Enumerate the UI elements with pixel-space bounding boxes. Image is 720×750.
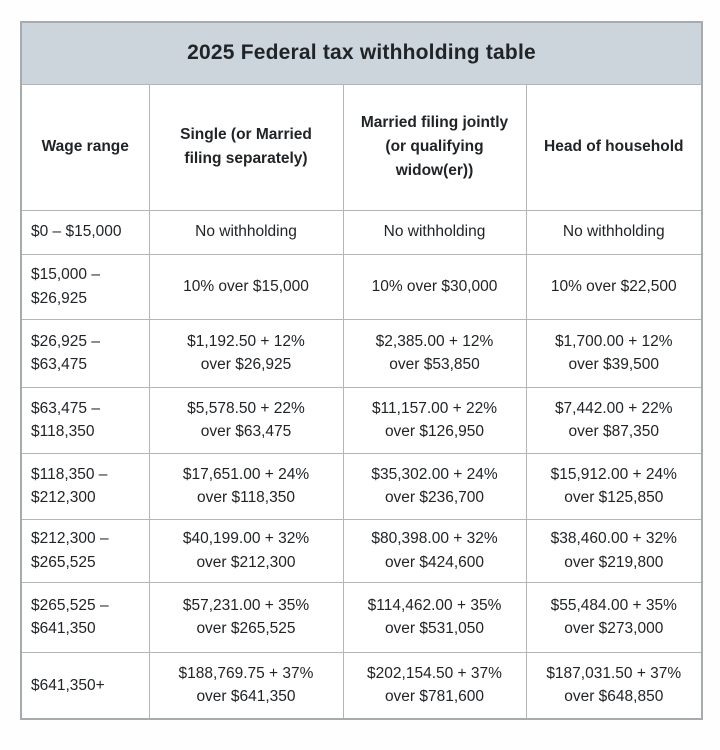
column-header-married-filing-jointly: Married filing jointly (or qualifying wi… <box>342 83 527 211</box>
head-of-household-cell: $55,484.00 + 35% over $273,000 <box>525 581 703 653</box>
single-cell: $17,651.00 + 24% over $118,350 <box>148 452 344 520</box>
head-of-household-cell: $7,442.00 + 22% over $87,350 <box>525 386 703 454</box>
table-row: $265,525 – $641,350 $57,231.00 + 35% ove… <box>20 581 703 653</box>
married-jointly-cell: $202,154.50 + 37% over $781,600 <box>342 651 527 720</box>
table-row: $641,350+ $188,769.75 + 37% over $641,35… <box>20 651 703 720</box>
married-jointly-cell: $35,302.00 + 24% over $236,700 <box>342 452 527 520</box>
column-header-head-of-household: Head of household <box>525 83 703 211</box>
married-jointly-cell: $11,157.00 + 22% over $126,950 <box>342 386 527 454</box>
table-title-row: 2025 Federal tax withholding table <box>20 21 703 85</box>
head-of-household-cell: $38,460.00 + 32% over $219,800 <box>525 518 703 583</box>
wage-range-cell: $0 – $15,000 <box>20 209 150 255</box>
wage-range-cell: $212,300 – $265,525 <box>20 518 150 583</box>
wage-range-cell: $265,525 – $641,350 <box>20 581 150 653</box>
head-of-household-cell: $15,912.00 + 24% over $125,850 <box>525 452 703 520</box>
married-jointly-cell: $80,398.00 + 32% over $424,600 <box>342 518 527 583</box>
column-header-single: Single (or Married filing separately) <box>148 83 344 211</box>
table-row: $63,475 – $118,350 $5,578.50 + 22% over … <box>20 386 703 454</box>
wage-range-cell: $63,475 – $118,350 <box>20 386 150 454</box>
married-jointly-cell: $114,462.00 + 35% over $531,050 <box>342 581 527 653</box>
wage-range-cell: $641,350+ <box>20 651 150 720</box>
table-row: $118,350 – $212,300 $17,651.00 + 24% ove… <box>20 452 703 520</box>
head-of-household-cell: $1,700.00 + 12% over $39,500 <box>525 318 703 388</box>
single-cell: $5,578.50 + 22% over $63,475 <box>148 386 344 454</box>
table-row: $0 – $15,000 No withholding No withholdi… <box>20 209 703 255</box>
federal-tax-withholding-table: 2025 Federal tax withholding table Wage … <box>20 21 704 720</box>
single-cell: No withholding <box>148 209 344 255</box>
head-of-household-cell: No withholding <box>525 209 703 255</box>
single-cell: $188,769.75 + 37% over $641,350 <box>148 651 344 720</box>
wage-range-cell: $15,000 – $26,925 <box>20 253 150 320</box>
table-row: $15,000 – $26,925 10% over $15,000 10% o… <box>20 253 703 320</box>
married-jointly-cell: 10% over $30,000 <box>342 253 527 320</box>
married-jointly-cell: No withholding <box>342 209 527 255</box>
table-row: $212,300 – $265,525 $40,199.00 + 32% ove… <box>20 518 703 583</box>
single-cell: 10% over $15,000 <box>148 253 344 320</box>
single-cell: $40,199.00 + 32% over $212,300 <box>148 518 344 583</box>
single-cell: $57,231.00 + 35% over $265,525 <box>148 581 344 653</box>
table-row: $26,925 – $63,475 $1,192.50 + 12% over $… <box>20 318 703 388</box>
head-of-household-cell: $187,031.50 + 37% over $648,850 <box>525 651 703 720</box>
married-jointly-cell: $2,385.00 + 12% over $53,850 <box>342 318 527 388</box>
table-header-row: Wage range Single (or Married filing sep… <box>20 83 703 211</box>
wage-range-cell: $26,925 – $63,475 <box>20 318 150 388</box>
table-title: 2025 Federal tax withholding table <box>20 21 703 85</box>
column-header-wage-range: Wage range <box>20 83 150 211</box>
single-cell: $1,192.50 + 12% over $26,925 <box>148 318 344 388</box>
head-of-household-cell: 10% over $22,500 <box>525 253 703 320</box>
wage-range-cell: $118,350 – $212,300 <box>20 452 150 520</box>
